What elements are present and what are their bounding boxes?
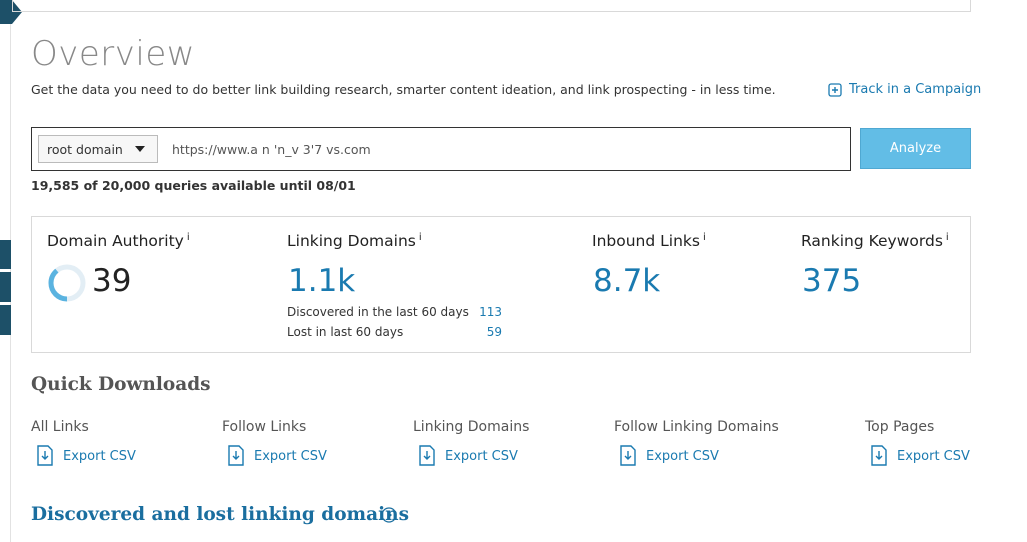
search-box bbox=[31, 127, 851, 171]
metrics-card bbox=[31, 216, 971, 353]
download-icon[interactable] bbox=[619, 445, 637, 467]
analyze-button[interactable]: Analyze bbox=[860, 128, 971, 169]
export-link[interactable]: Export CSV bbox=[63, 449, 136, 464]
export-link[interactable]: Export CSV bbox=[646, 449, 719, 464]
divider bbox=[10, 360, 11, 542]
info-icon[interactable]: i bbox=[702, 232, 706, 243]
dropdown-caret bbox=[135, 146, 145, 152]
sidebar-tab[interactable] bbox=[0, 272, 11, 302]
icon-arrow bbox=[423, 451, 431, 460]
download-icon[interactable] bbox=[418, 445, 436, 467]
metric-label: Linking Domains i bbox=[287, 232, 422, 250]
metric-value: 39 bbox=[92, 263, 132, 299]
info-icon[interactable]: i bbox=[186, 232, 190, 243]
icon-doc bbox=[871, 445, 887, 466]
sidebar-tab[interactable] bbox=[0, 240, 11, 269]
metric-label: Ranking Keywords i bbox=[801, 232, 949, 250]
ring-value bbox=[48, 264, 86, 302]
metric-label-text: Ranking Keywords bbox=[801, 232, 943, 251]
sidebar-arrow bbox=[0, 0, 22, 24]
icon-doc bbox=[620, 445, 636, 466]
export-link[interactable]: Export CSV bbox=[445, 449, 518, 464]
detail-label: Discovered in the last 60 days bbox=[287, 305, 469, 319]
metric-label-text: Linking Domains bbox=[287, 232, 416, 251]
plus-icon[interactable] bbox=[828, 83, 843, 98]
track-link[interactable]: Track in a Campaign bbox=[849, 82, 982, 97]
metric-label-text: Domain Authority bbox=[47, 232, 184, 251]
download-label: Follow Linking Domains bbox=[614, 419, 779, 435]
quota-text: 19,585 of 20,000 queries available until… bbox=[31, 178, 356, 193]
export-link[interactable]: Export CSV bbox=[897, 449, 970, 464]
detail-value[interactable]: 59 bbox=[486, 325, 502, 339]
description: Get the data you need to do better link … bbox=[31, 82, 776, 97]
download-label: Follow Links bbox=[222, 419, 307, 435]
metric-label: Domain Authority i bbox=[47, 232, 190, 250]
section-heading[interactable]: Discovered and lost linking domains bbox=[31, 504, 409, 525]
page-title: Overview bbox=[31, 34, 196, 74]
download-icon[interactable] bbox=[227, 445, 245, 467]
icon-arrow bbox=[624, 451, 632, 460]
download-icon[interactable] bbox=[36, 445, 54, 467]
section-title: Quick Downloads bbox=[31, 374, 211, 395]
icon-doc bbox=[37, 445, 53, 466]
da-ring bbox=[48, 264, 86, 302]
icon-arrow bbox=[232, 451, 240, 460]
icon-doc bbox=[228, 445, 244, 466]
top-card bbox=[12, 0, 971, 12]
metric-label-text: Inbound Links bbox=[592, 232, 700, 251]
sidebar-tab[interactable] bbox=[0, 305, 11, 335]
info-icon[interactable]: i bbox=[945, 232, 949, 243]
metric-value: 8.7k bbox=[593, 263, 661, 299]
metric-label: Inbound Links i bbox=[592, 232, 706, 250]
export-link[interactable]: Export CSV bbox=[254, 449, 327, 464]
icon-doc bbox=[419, 445, 435, 466]
download-label: All Links bbox=[31, 419, 89, 435]
detail-value[interactable]: 113 bbox=[479, 305, 502, 319]
icon-arrow bbox=[875, 451, 883, 460]
scope-text: root domain bbox=[47, 142, 123, 157]
download-label: Linking Domains bbox=[413, 419, 530, 435]
info-icon[interactable]: i bbox=[418, 232, 422, 243]
chevron-icon[interactable] bbox=[381, 507, 398, 524]
metric-value: 375 bbox=[802, 263, 862, 299]
metric-value: 1.1k bbox=[288, 263, 356, 299]
detail-label: Lost in last 60 days bbox=[287, 325, 404, 339]
url-input[interactable]: https://www.a n 'n_v 3'7 vs.com bbox=[172, 142, 371, 157]
icon-arrow bbox=[41, 451, 49, 460]
download-label: Top Pages bbox=[865, 419, 935, 435]
download-icon[interactable] bbox=[870, 445, 888, 467]
